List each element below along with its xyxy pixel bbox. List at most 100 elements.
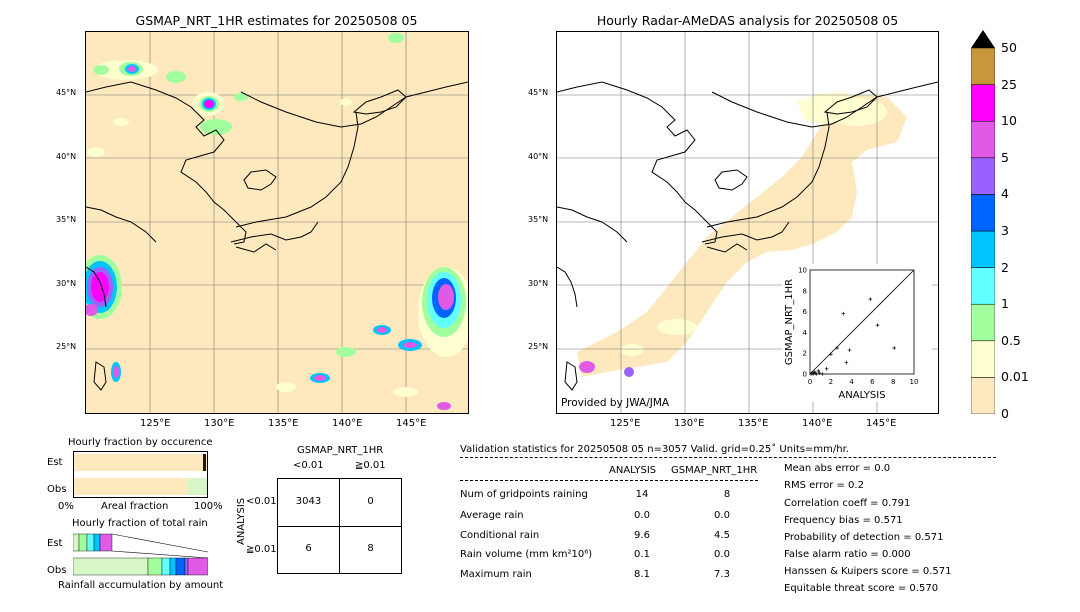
stat-gsmap-2: 4.5 [714,530,730,541]
colorbar-label: 50 [1001,40,1017,55]
right-lat-tick-35: 35°N [528,215,549,224]
contingency-row-0: <0.01 [246,496,277,507]
occurrence-tick-0: 0% [58,501,74,512]
stat-label-1: Average rain [460,510,524,521]
left-lon-tick-140: 140°E [332,418,363,429]
colorbar-label: 1 [1001,296,1009,312]
stat-analysis-1: 0.0 [634,510,650,521]
occurrence-tick-100: 100% [194,501,223,512]
colorbar-label: 25 [1001,76,1017,92]
score-1: RMS error = 0.2 [784,480,864,491]
right-lat-tick-25: 25°N [528,342,549,351]
left-lat-tick-25: 25°N [56,342,77,351]
occurrence-obs-bar [74,478,188,495]
left-lat-tick-30: 30°N [56,279,77,288]
stat-gsmap-1: 0.0 [714,510,730,521]
scatter-y-tick: 2 [803,350,807,358]
total-rain-obs-label: Obs [47,565,67,576]
score-2: Correlation coeff = 0.791 [784,498,911,509]
right-lat-tick-40: 40°N [528,152,549,161]
colorbar-segment [970,340,996,378]
validation-col-analysis: ANALYSIS [609,465,657,476]
occurrence-obs-label: Obs [47,484,67,495]
left-lon-tick-130: 130°E [204,418,235,429]
contingency-col-0: <0.01 [293,460,324,471]
total-rain-title: Hourly fraction of total rain [72,518,208,529]
left-map-grid [86,32,468,413]
scatter-point [824,367,829,371]
validation-col-gsmap: GSMAP_NRT_1HR [671,465,758,476]
contingency-cell-1-0: 6 [305,543,312,554]
scatter-y-tick: 0 [803,371,807,379]
left-lat-tick-45: 45°N [56,88,77,97]
stat-gsmap-0: 8 [723,489,731,500]
scatter-point [817,371,822,375]
scatter-x-tick: 6 [870,378,875,386]
score-4: Probability of detection = 0.571 [784,532,944,543]
stat-label-2: Conditional rain [460,530,540,541]
scatter-point [816,369,821,373]
contingency-title: GSMAP_NRT_1HR [297,445,384,456]
scatter-point [829,352,833,357]
left-map [85,31,469,414]
radar-credit: Provided by JWA/JMA [561,397,670,409]
colorbar-segment [970,47,996,85]
left-coastlines [86,81,468,391]
scatter-point [811,372,815,376]
left-map-canvas [86,32,468,413]
colorbar-extend-arrow [971,30,995,48]
stat-gsmap-3: 0.0 [714,549,730,560]
occurrence-est-bar [74,454,207,471]
validation-col-divider [460,480,758,481]
right-lon-tick-125: 125°E [610,418,641,429]
scatter-plot: 0 2 4 6 8 10 0 2 4 6 8 10 ANALYSIS GSMAP_NRT_1HR [784,267,919,402]
stat-analysis-4: 8.1 [634,569,650,580]
colorbar-segment [970,303,996,342]
scatter-point [875,323,880,327]
scatter-point [868,297,873,301]
right-lat-tick-45: 45°N [528,88,549,97]
colorbar-segment [970,194,996,232]
colorbar-label: 3 [1001,223,1009,238]
colorbar-segment [970,120,996,159]
total-rain-est-label: Est [47,538,63,549]
scatter-point [835,346,839,350]
stat-label-0: Num of gridpoints raining [460,489,588,500]
scatter-point [847,348,852,352]
right-coastlines [557,81,938,391]
scatter-y-tick: 6 [803,308,808,316]
scatter-point [892,346,897,350]
right-map-title: Hourly Radar-AMeDAS analysis for 2025050… [596,13,899,28]
colorbar [970,47,996,415]
stat-label-3: Rain volume (mm km²10⁶) [460,549,593,560]
colorbar-segment [970,84,996,122]
occurrence-title: Hourly fraction by occurence [68,437,213,448]
scatter-x-tick: 10 [910,378,919,386]
scatter-x-tick: 4 [849,378,854,386]
left-lat-tick-35: 35°N [56,215,77,224]
scatter-x-tick: 8 [891,378,895,386]
colorbar-svg [970,47,996,415]
contingency-row-1: ≧0.01 [246,544,277,555]
score-6: Hanssen & Kuipers score = 0.571 [784,566,952,577]
colorbar-label: 0.5 [1001,332,1021,348]
left-lon-tick-125: 125°E [140,418,171,429]
occurrence-est-rain-bar [203,454,206,471]
stat-gsmap-4: 7.3 [714,569,730,580]
occurrence-est-label: Est [47,457,63,468]
colorbar-label: 0 [1001,406,1009,421]
right-lon-tick-130: 130°E [674,418,705,429]
occurrence-obs-rain-bar [188,478,207,495]
total-rain-xlabel: Rainfall accumulation by amount [58,580,224,591]
scatter-y-tick: 8 [803,287,807,295]
contingency-col-1: ≧0.01 [355,460,386,471]
colorbar-segment [970,267,996,305]
right-lat-tick-30: 30°N [528,279,549,288]
total-rain-svg [72,533,209,576]
right-map-canvas [557,32,938,413]
validation-divider [460,457,996,458]
colorbar-label: 4 [1001,186,1009,202]
colorbar-segment [970,377,996,415]
colorbar-segment [970,230,996,268]
total-rain-frame [72,532,209,579]
